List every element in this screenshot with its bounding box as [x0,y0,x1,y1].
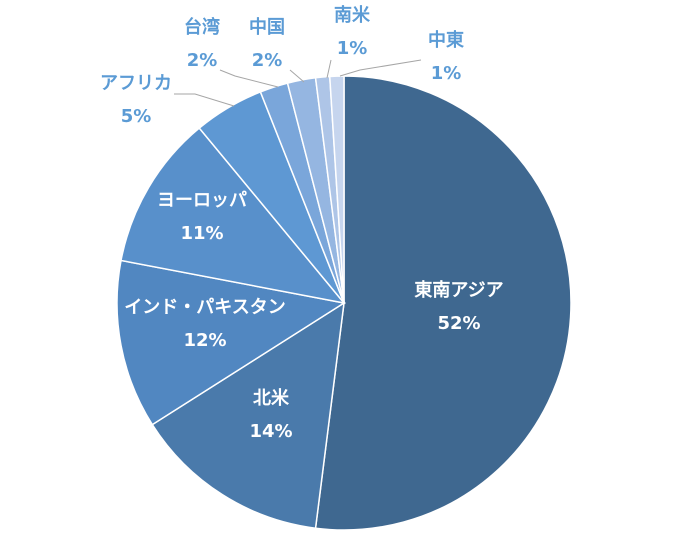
leader-lines-layer [174,59,422,107]
slice-6-value-label: 2% [252,50,283,71]
slice-2-name-label: インド・パキスタン [124,297,285,318]
slice-2-value-label: 12% [183,330,226,351]
slice-4-leader-line [174,93,235,107]
slice-5-leader-line [219,69,279,88]
slice-0-name-label: 東南アジア [414,279,503,301]
slice-0-value-label: 52% [437,313,480,334]
slice-1-name-label: 北米 [253,387,290,409]
slice-7-leader-line [326,59,332,79]
slice-6-leader-line [289,69,305,83]
slice-2-wedge [116,259,347,426]
slice-3-wedge [120,127,346,305]
slice-0-wedge [314,75,572,531]
slice-3-name-label: ヨーロッパ [157,190,247,211]
slice-8-name-label: 中東 [428,29,464,51]
slice-3-value-label: 11% [180,223,223,244]
slice-8-leader-line [339,59,422,77]
labels-layer: 東南アジア 52% 北米 14% インド・パキスタン 12% ヨーロッパ 11% アフリカ 5% 台… [100,4,504,442]
slice-8-value-label: 1% [431,63,462,84]
slice-1-wedge [151,301,345,530]
slice-8-wedge [328,75,345,304]
slice-7-name-label: 南米 [334,4,371,26]
slice-7-value-label: 1% [337,38,368,59]
slice-1-value-label: 14% [249,421,292,442]
slice-4-value-label: 5% [121,106,152,127]
slices-layer [116,75,572,531]
slice-6-name-label: 中国 [249,16,285,38]
slice-5-name-label: 台湾 [184,16,220,38]
slice-5-value-label: 2% [187,50,218,71]
slice-4-name-label: アフリカ [100,73,172,94]
